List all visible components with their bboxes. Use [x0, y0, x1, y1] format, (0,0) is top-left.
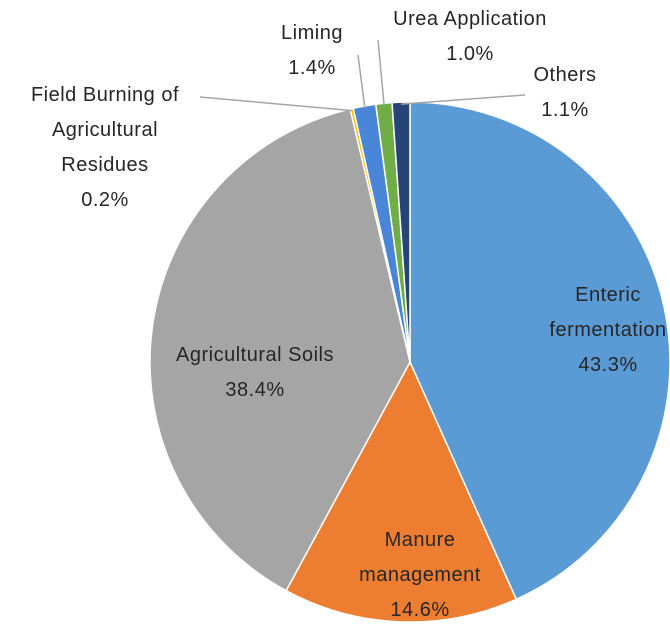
slice-label: Enteric fermentation 43.3%	[538, 278, 670, 383]
leader-line	[357, 54, 366, 109]
slice-label: Others 1.1%	[515, 58, 615, 128]
category-label: Agricultural Soils	[176, 344, 334, 366]
slice-label: Field Burning of Agricultural Residues 0.…	[20, 78, 190, 218]
leader-line	[377, 39, 385, 106]
pie-slice	[391, 101, 411, 363]
category-label: Enteric fermentation	[549, 284, 667, 341]
slice-label: Manure management 14.6%	[345, 523, 495, 624]
value-label: 1.4%	[288, 57, 336, 79]
slice-label: Urea Application 1.0%	[365, 2, 575, 72]
pie-slice	[149, 108, 411, 592]
value-label: 38.4%	[225, 379, 285, 401]
value-label: 1.1%	[541, 99, 589, 121]
value-label: 1.0%	[446, 43, 494, 65]
value-label: 0.2%	[81, 189, 129, 211]
leader-line	[199, 96, 353, 112]
category-label: Manure management	[359, 529, 481, 586]
category-label: Liming	[281, 22, 343, 44]
value-label: 43.3%	[578, 354, 638, 376]
category-label: Urea Application	[393, 8, 547, 30]
value-label: 14.6%	[390, 599, 450, 621]
category-label: Others	[533, 64, 597, 86]
category-label: Field Burning of Agricultural Residues	[30, 84, 180, 176]
leader-line	[401, 94, 526, 105]
pie-slice	[285, 360, 518, 623]
pie-slice	[409, 101, 670, 601]
slice-label: Liming 1.4%	[272, 16, 352, 86]
slice-label: Agricultural Soils 38.4%	[155, 338, 355, 408]
